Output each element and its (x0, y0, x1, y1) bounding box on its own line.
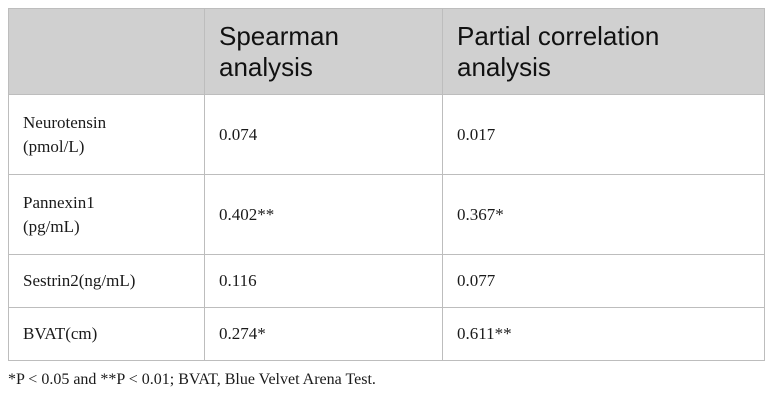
table-footnote: *P < 0.05 and **P < 0.01; BVAT, Blue Vel… (8, 371, 376, 388)
row-label: Neurotensin (pmol/L) (8, 94, 205, 175)
partial-value: 0.017 (442, 94, 765, 175)
row-label-line-1: Sestrin2(ng/mL) (23, 271, 136, 290)
header-spearman-line-1: Spearman (219, 20, 339, 51)
spearman-value: 0.074 (204, 94, 443, 175)
partial-value: 0.077 (442, 254, 765, 308)
row-label: Sestrin2(ng/mL) (8, 254, 205, 308)
row-label-line-1: Neurotensin (23, 112, 107, 132)
header-spearman-line-2: analysis (219, 51, 313, 82)
spearman-value: 0.274* (204, 307, 443, 361)
correlation-table-container: Spearman analysis Partial correlation an… (8, 8, 765, 361)
spearman-value: 0.116 (204, 254, 443, 308)
header-partial-correlation: Partial correlation analysis (442, 8, 765, 95)
table-header-row: Spearman analysis Partial correlation an… (8, 8, 765, 95)
table-row-bvat: BVAT(cm) 0.274* 0.611** (8, 307, 765, 361)
row-label-line-2: (pg/mL) (23, 216, 80, 236)
table-row-pannexin1: Pannexin1 (pg/mL) 0.402** 0.367* (8, 174, 765, 255)
header-spearman: Spearman analysis (204, 8, 443, 95)
row-label: Pannexin1 (pg/mL) (8, 174, 205, 255)
correlation-table: Spearman analysis Partial correlation an… (8, 8, 765, 361)
row-label-line-1: Pannexin1 (23, 192, 95, 212)
partial-value: 0.367* (442, 174, 765, 255)
table-row-neurotensin: Neurotensin (pmol/L) 0.074 0.017 (8, 94, 765, 175)
header-partial-line-1: Partial correlation (457, 20, 660, 51)
row-label-line-2: (pmol/L) (23, 136, 85, 156)
row-label-line-1: BVAT(cm) (23, 324, 98, 343)
header-partial-line-2: analysis (457, 51, 551, 82)
table-row-sestrin2: Sestrin2(ng/mL) 0.116 0.077 (8, 254, 765, 308)
spearman-value: 0.402** (204, 174, 443, 255)
partial-value: 0.611** (442, 307, 765, 361)
row-label: BVAT(cm) (8, 307, 205, 361)
header-empty-cell (8, 8, 205, 95)
